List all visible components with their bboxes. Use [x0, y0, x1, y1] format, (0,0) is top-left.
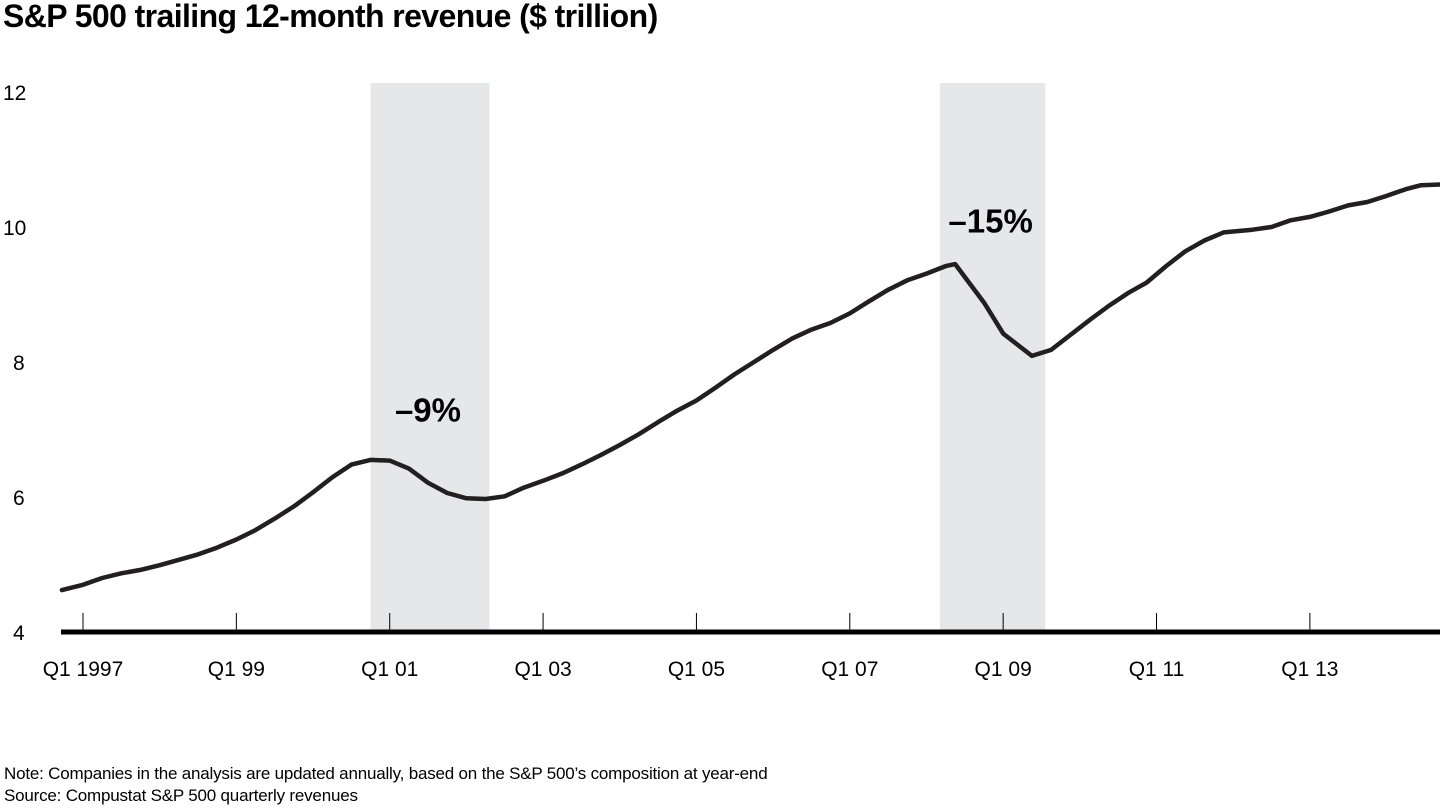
x-tick-label: Q1 1997: [43, 658, 124, 681]
recession-shading-group: [370, 83, 1046, 632]
x-tick-label: Q1 99: [208, 658, 265, 681]
decline-annotations: –9% –15%: [395, 202, 1033, 428]
x-tick-label: Q1 01: [361, 658, 418, 681]
y-tick-label: 6: [13, 487, 25, 510]
x-tick-label: Q1 13: [1281, 658, 1338, 681]
footnote-source: Source: Compustat S&P 500 quarterly reve…: [4, 786, 358, 805]
series-points-group: [60, 182, 1440, 592]
recession-shade-1: [370, 83, 490, 632]
decline-annotation-1: –9%: [395, 391, 461, 428]
x-tick-label: Q1 11: [1129, 658, 1185, 681]
y-axis-labels: 4 6 8 10 12: [3, 82, 26, 645]
footnote-note: Note: Companies in the analysis are upda…: [4, 764, 768, 783]
x-tick-label: Q1 05: [668, 658, 725, 681]
y-tick-label: 12: [3, 82, 26, 105]
x-tick-label: Q1 09: [975, 658, 1032, 681]
decline-annotation-2: –15%: [948, 202, 1032, 239]
x-axis-labels: Q1 1997 Q1 99 Q1 01 Q1 03 Q1 05 Q1 07 Q1 09 Q1 …: [43, 658, 1339, 681]
x-tick-marks-group: [82, 613, 1311, 632]
revenue-series-line: [59, 182, 1440, 593]
x-tick-label: Q1 03: [514, 658, 571, 681]
y-tick-label: 4: [13, 622, 25, 645]
recession-shade-2: [939, 83, 1046, 632]
y-tick-label: 8: [13, 352, 25, 375]
x-tick-label: Q1 07: [821, 658, 878, 681]
y-tick-label: 10: [3, 217, 26, 240]
chart-title: S&P 500 trailing 12-month revenue ($ tri…: [3, 0, 658, 34]
